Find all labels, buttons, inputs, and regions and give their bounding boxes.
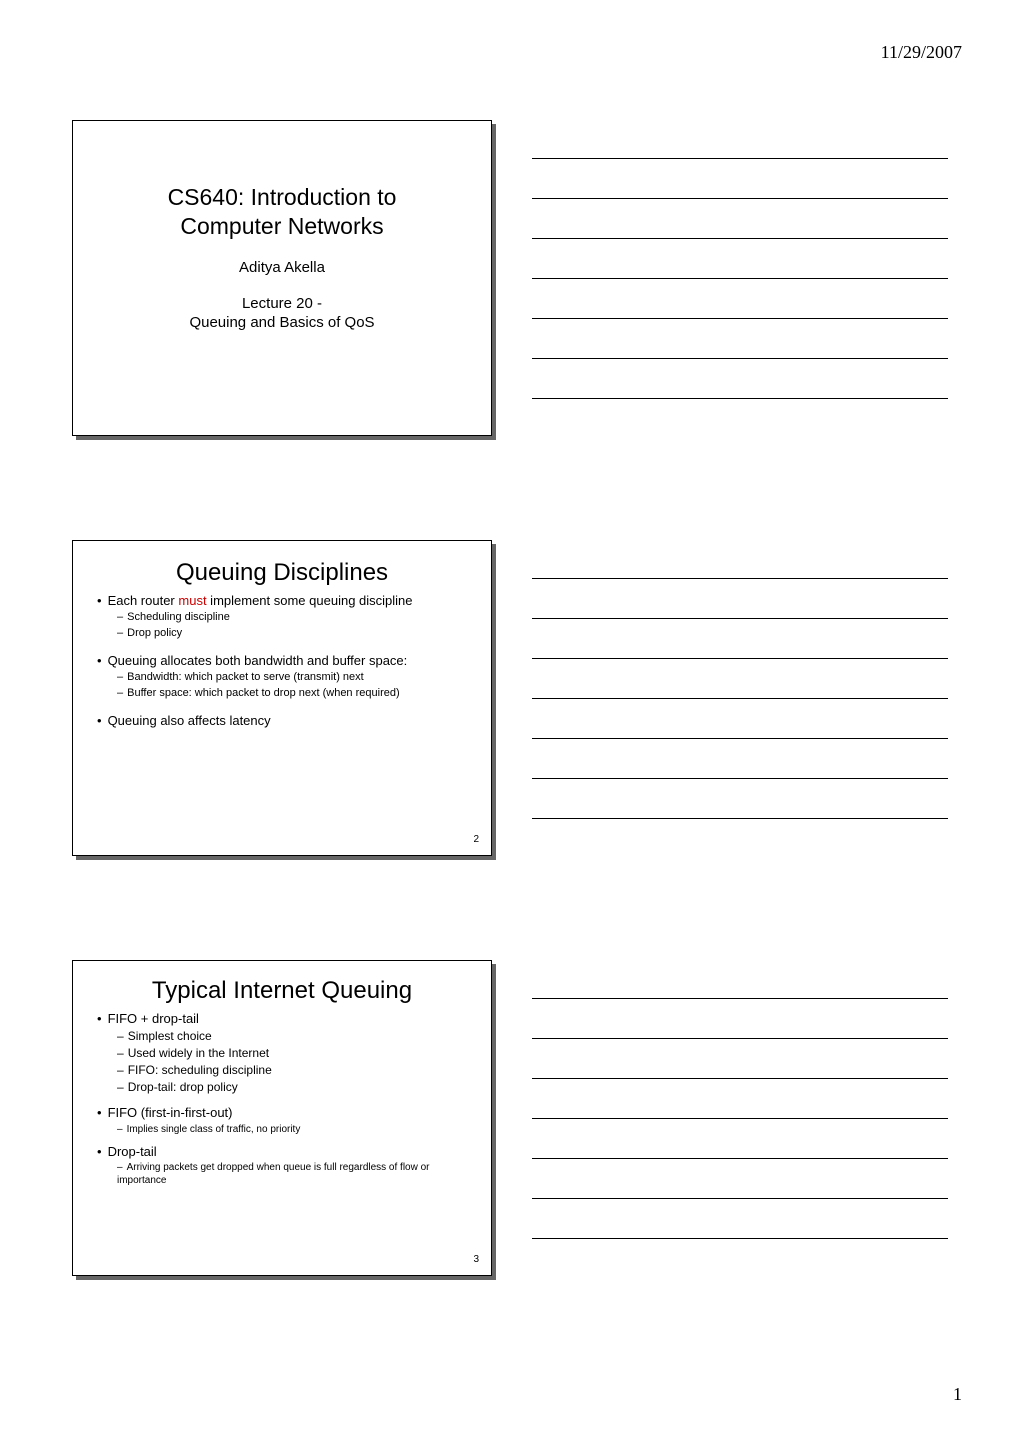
dash-icon: –	[117, 627, 123, 639]
slide3-b1-s1-text: Simplest choice	[128, 1029, 212, 1043]
bullet-dot-icon: •	[97, 653, 102, 668]
note-line	[532, 398, 948, 399]
note-line	[532, 1038, 948, 1039]
slide3-b2-s1-text: Implies single class of traffic, no prio…	[127, 1124, 301, 1135]
slide2-number: 2	[473, 834, 479, 845]
note-line	[532, 278, 948, 279]
slide2-title: Queuing Disciplines	[91, 559, 473, 587]
slide2-bullet-3: • Queuing also affects latency	[97, 713, 473, 729]
slide2-b1-post: implement some queuing discipline	[207, 593, 413, 608]
page-date: 11/29/2007	[881, 42, 962, 63]
slide2-b1-red: must	[178, 593, 206, 608]
slide2-b1-s2-text: Drop policy	[127, 627, 182, 639]
slide3-bullet-1: • FIFO + drop-tail	[97, 1011, 473, 1027]
slide3-b2-s1: –Implies single class of traffic, no pri…	[117, 1124, 473, 1137]
slide3-b3-s1-text: Arriving packets get dropped when queue …	[117, 1162, 430, 1186]
slide-2: Queuing Disciplines • Each router must im…	[72, 540, 492, 856]
bullet-dot-icon: •	[97, 713, 102, 728]
bullet-dot-icon: •	[97, 1105, 102, 1120]
notes-area-3	[532, 960, 948, 1276]
dash-icon: –	[117, 1029, 124, 1043]
slide2-b3-text: Queuing also affects latency	[108, 713, 271, 728]
slide3-b1-text: FIFO + drop-tail	[108, 1011, 199, 1026]
note-line	[532, 998, 948, 999]
slide2-b1-s1: –Scheduling discipline	[117, 611, 473, 625]
slide3-b3-s1: –Arriving packets get dropped when queue…	[117, 1162, 473, 1187]
slide-row-2: Queuing Disciplines • Each router must im…	[72, 540, 948, 876]
slide3-bullet-2: • FIFO (first-in-first-out)	[97, 1105, 473, 1121]
note-line	[532, 318, 948, 319]
slide2-b1-s1-text: Scheduling discipline	[127, 611, 230, 623]
slide1-title-line2: Computer Networks	[91, 212, 473, 241]
slide3-title: Typical Internet Queuing	[91, 977, 473, 1005]
bullet-dot-icon: •	[97, 593, 102, 608]
note-line	[532, 1158, 948, 1159]
dash-icon: –	[117, 1063, 124, 1077]
dash-icon: –	[117, 671, 123, 683]
slide-3: Typical Internet Queuing • FIFO + drop-ta…	[72, 960, 492, 1276]
slide3-bullet-3: • Drop-tail	[97, 1144, 473, 1160]
slide1-lecture-line1: Lecture 20 -	[91, 294, 473, 314]
dash-icon: –	[117, 1124, 123, 1135]
slide1-title-line1: CS640: Introduction to	[91, 183, 473, 212]
note-line	[532, 698, 948, 699]
bullet-dot-icon: •	[97, 1011, 102, 1026]
note-line	[532, 358, 948, 359]
note-line	[532, 658, 948, 659]
note-line	[532, 618, 948, 619]
dash-icon: –	[117, 687, 123, 699]
slide2-b2-s1: –Bandwidth: which packet to serve (trans…	[117, 671, 473, 685]
note-line	[532, 818, 948, 819]
slide2-bullet-1: • Each router must implement some queuing…	[97, 593, 473, 609]
notes-area-1	[532, 120, 948, 436]
slide2-b1-pre: Each router	[108, 593, 179, 608]
slide3-b1-s3-text: FIFO: scheduling discipline	[128, 1063, 272, 1077]
slide2-b1-s2: –Drop policy	[117, 627, 473, 641]
dash-icon: –	[117, 1080, 124, 1094]
note-line	[532, 738, 948, 739]
slide3-b2-text: FIFO (first-in-first-out)	[108, 1105, 233, 1120]
slide2-b2-s2-text: Buffer space: which packet to drop next …	[127, 687, 400, 699]
note-line	[532, 198, 948, 199]
slide3-b3-text: Drop-tail	[108, 1144, 157, 1159]
page-number: 1	[953, 1384, 962, 1405]
slide-1: CS640: Introduction to Computer Networks…	[72, 120, 492, 436]
note-line	[532, 1238, 948, 1239]
slide-row-3: Typical Internet Queuing • FIFO + drop-ta…	[72, 960, 948, 1296]
slide2-bullet-2: • Queuing allocates both bandwidth and bu…	[97, 653, 473, 669]
slide3-b1-s1: –Simplest choice	[117, 1029, 473, 1044]
slide3-b1-s4: –Drop-tail: drop policy	[117, 1080, 473, 1095]
slide2-b2-s1-text: Bandwidth: which packet to serve (transm…	[127, 671, 364, 683]
slide3-b1-s2-text: Used widely in the Internet	[128, 1046, 269, 1060]
slide1-lecture-line2: Queuing and Basics of QoS	[91, 313, 473, 333]
dash-icon: –	[117, 1046, 124, 1060]
note-line	[532, 238, 948, 239]
note-line	[532, 1198, 948, 1199]
note-line	[532, 1078, 948, 1079]
note-line	[532, 578, 948, 579]
bullet-dot-icon: •	[97, 1144, 102, 1159]
slide3-number: 3	[473, 1254, 479, 1265]
notes-area-2	[532, 540, 948, 856]
slide2-b2-text: Queuing allocates both bandwidth and buf…	[108, 653, 408, 668]
slide3-b1-s4-text: Drop-tail: drop policy	[128, 1080, 238, 1094]
slide3-b1-s3: –FIFO: scheduling discipline	[117, 1063, 473, 1078]
slide2-b2-s2: –Buffer space: which packet to drop next…	[117, 687, 473, 701]
slide3-b1-s2: –Used widely in the Internet	[117, 1046, 473, 1061]
dash-icon: –	[117, 611, 123, 623]
dash-icon: –	[117, 1162, 123, 1173]
note-line	[532, 1118, 948, 1119]
slide1-author: Aditya Akella	[91, 259, 473, 276]
slide-row-1: CS640: Introduction to Computer Networks…	[72, 120, 948, 456]
note-line	[532, 778, 948, 779]
note-line	[532, 158, 948, 159]
